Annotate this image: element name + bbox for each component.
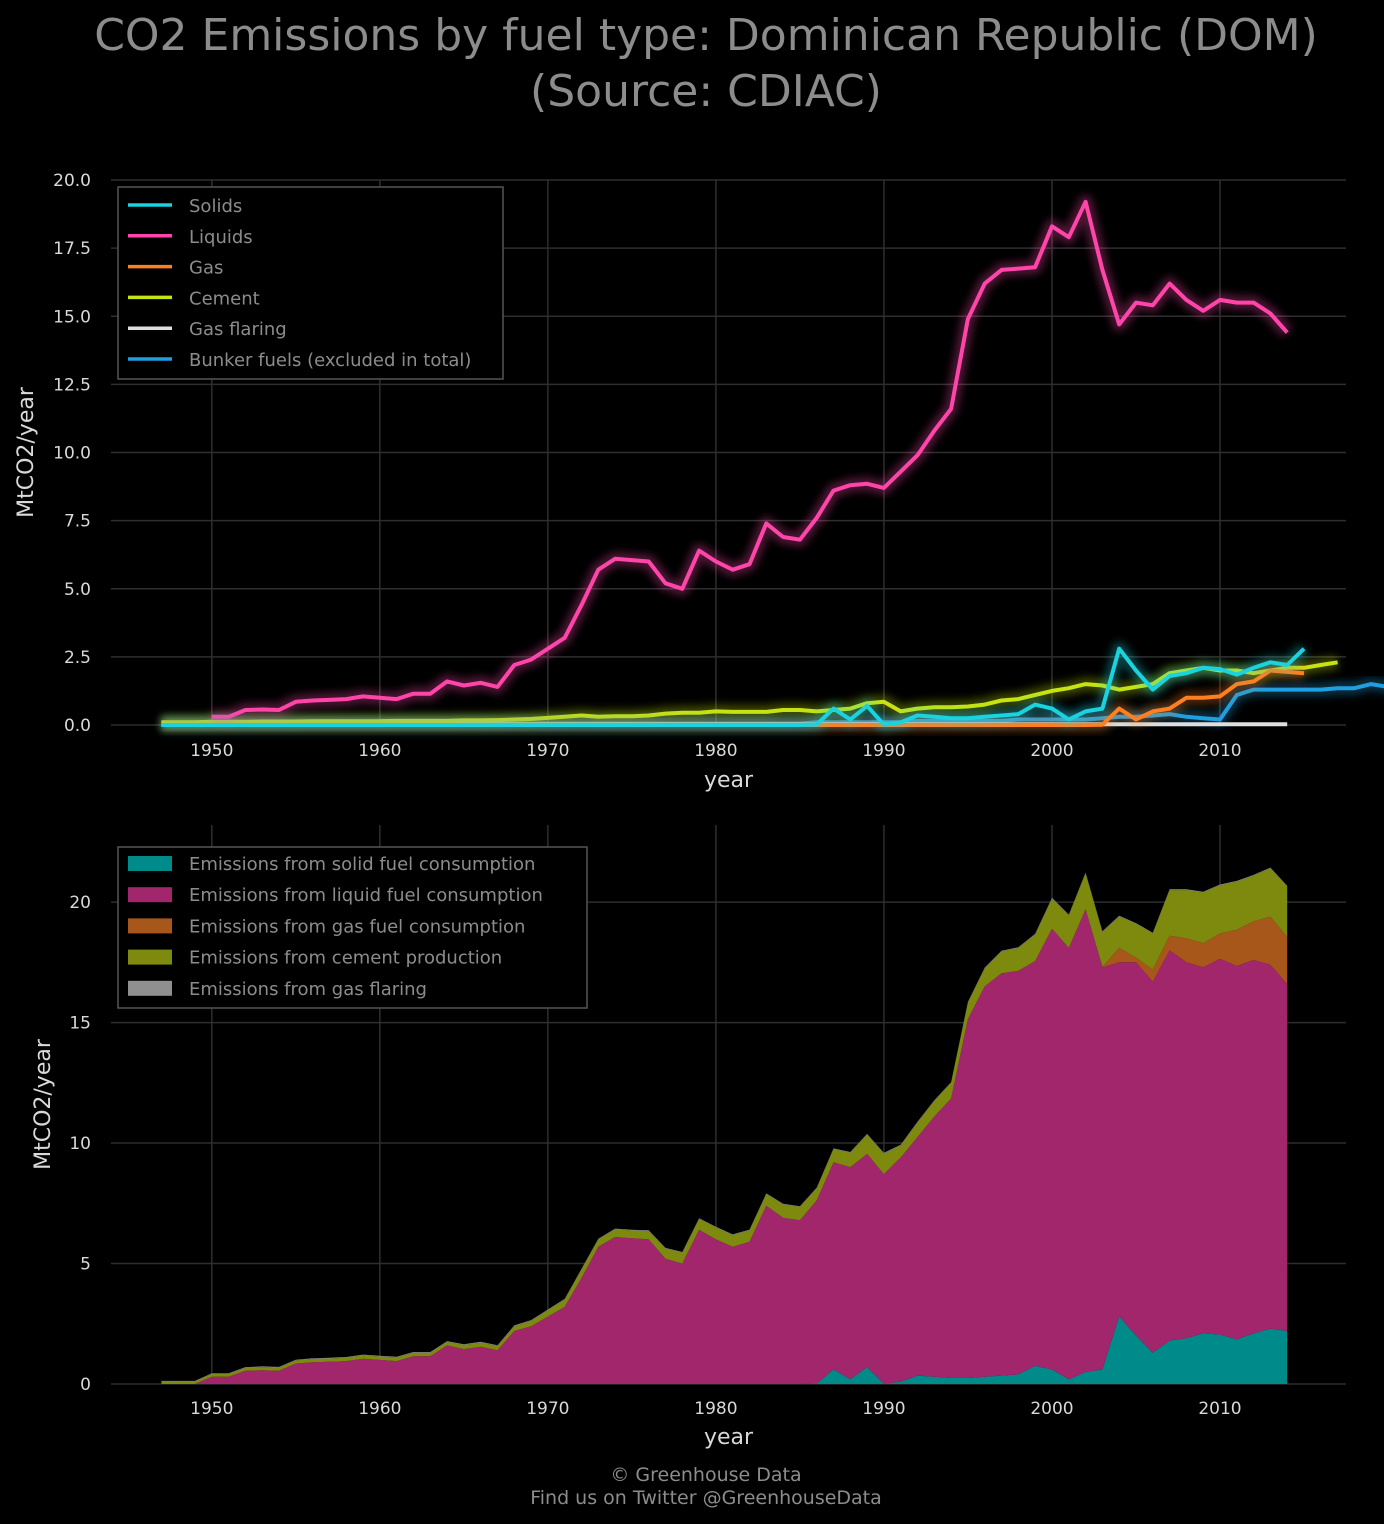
legend-swatch <box>128 856 172 871</box>
y-axis-label: MtCO2/year <box>14 386 39 518</box>
x-tick-label: 2000 <box>1030 741 1073 761</box>
legend-label: Cement <box>189 288 260 309</box>
chart-title: CO2 Emissions by fuel type: Dominican Re… <box>94 10 1318 61</box>
x-tick-label: 1990 <box>862 1399 905 1419</box>
x-tick-label: 1950 <box>190 1399 233 1419</box>
y-tick-label: 15.0 <box>53 307 91 327</box>
y-tick-label: 7.5 <box>64 512 91 532</box>
x-tick-label: 1960 <box>358 1399 401 1419</box>
series-solids <box>161 641 1309 732</box>
x-tick-label: 1990 <box>862 741 905 761</box>
y-tick-label: 0.0 <box>64 716 91 736</box>
x-axis-label: year <box>704 1425 754 1450</box>
area-emissions-from-liquid-fuel-consumption <box>161 909 1288 1384</box>
x-axis-label: year <box>704 768 754 793</box>
series-liquids <box>211 194 1293 724</box>
y-tick-label: 20 <box>69 893 91 913</box>
legend: Solids Liquids Gas Cement Gas flaring Bunker … <box>117 186 504 380</box>
y-tick-label: 20.0 <box>53 171 91 191</box>
legend-label: Gas <box>189 258 223 279</box>
y-tick-label: 12.5 <box>53 375 91 395</box>
legend-label: Solids <box>189 196 242 217</box>
legend-label: Gas flaring <box>189 319 287 340</box>
y-tick-label: 0 <box>80 1375 91 1395</box>
legend-label: Liquids <box>189 227 253 248</box>
y-tick-label: 17.5 <box>53 239 91 259</box>
y-tick-label: 5.0 <box>64 580 91 600</box>
y-axis-label: MtCO2/year <box>31 1038 56 1170</box>
legend-label: Emissions from gas fuel consumption <box>189 916 525 937</box>
x-tick-label: 1980 <box>694 1399 737 1419</box>
legend-box <box>117 186 504 380</box>
x-tick-label: 1950 <box>190 741 233 761</box>
legend-label: Emissions from liquid fuel consumption <box>189 885 543 906</box>
legend-swatch <box>128 887 172 903</box>
legend-swatch <box>128 918 172 934</box>
y-tick-label: 10.0 <box>53 444 91 464</box>
x-tick-label: 2010 <box>1198 741 1241 761</box>
y-tick-label: 10 <box>69 1134 91 1154</box>
legend-box <box>117 846 588 1009</box>
series-line <box>161 646 1306 727</box>
y-tick-label: 5 <box>80 1255 91 1275</box>
footer-twitter: Find us on Twitter @GreenhouseData <box>530 1487 882 1509</box>
y-tick-label: 15 <box>69 1014 91 1034</box>
series-line <box>211 199 1289 719</box>
legend-swatch <box>128 980 172 996</box>
x-tick-label: 2010 <box>1198 1399 1241 1419</box>
legend-label: Emissions from gas flaring <box>189 979 427 1000</box>
chart-subtitle: (Source: CDIAC) <box>530 66 882 117</box>
x-tick-label: 2000 <box>1030 1399 1073 1419</box>
line-chart: 0.0 2.5 5.0 7.5 10.0 12.5 15.0 17.5 20.0 1950 1960… <box>14 171 1384 793</box>
footer-copyright: © Greenhouse Data <box>610 1464 802 1486</box>
y-tick-label: 2.5 <box>64 648 91 668</box>
x-tick-label: 1960 <box>358 741 401 761</box>
legend: Emissions from solid fuel consumption Emi… <box>117 846 588 1009</box>
legend-label: Emissions from cement production <box>189 948 502 969</box>
x-tick-label: 1980 <box>694 741 737 761</box>
x-tick-label: 1970 <box>526 1399 569 1419</box>
area-emissions-from-solid-fuel-consumption <box>161 1316 1288 1384</box>
stacked-area-chart: 0 5 10 15 20 1950 1960 1970 1980 1990 2000 2010 year… <box>31 825 1346 1450</box>
legend-label: Emissions from solid fuel consumption <box>189 854 535 875</box>
area-emissions-from-cement-production <box>161 868 1288 1384</box>
areas <box>161 867 1288 1384</box>
legend-label: Bunker fuels (excluded in total) <box>189 350 471 371</box>
legend-swatch <box>128 949 172 965</box>
x-tick-label: 1970 <box>526 741 569 761</box>
